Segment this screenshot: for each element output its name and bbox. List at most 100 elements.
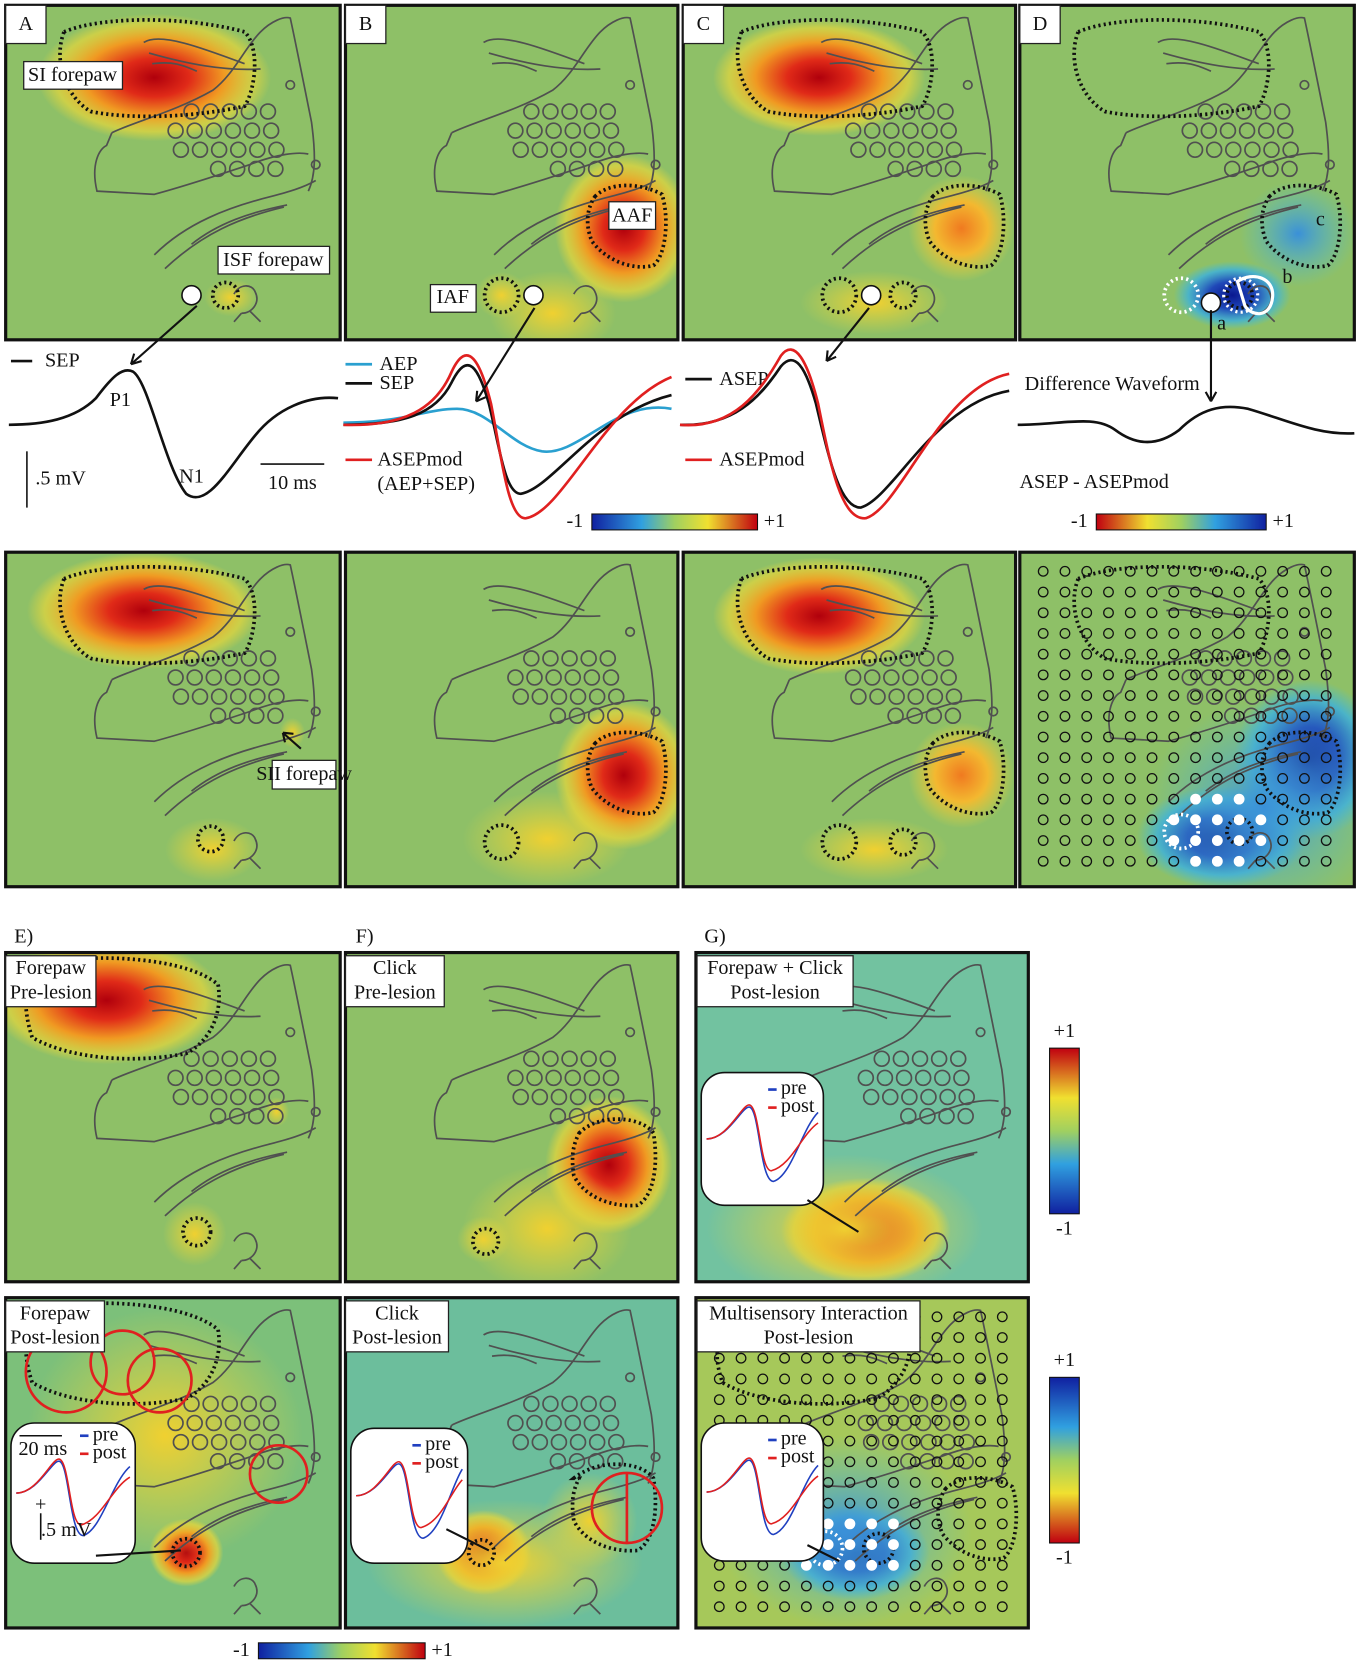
activation-blob — [1240, 181, 1357, 287]
label: ASEP - ASEPmod — [1019, 471, 1168, 493]
label: post — [781, 1446, 815, 1468]
colorbar — [258, 1643, 425, 1659]
electrode — [1191, 856, 1201, 866]
label: Difference Waveform — [1025, 373, 1200, 395]
electrode — [1256, 815, 1266, 825]
electrode — [1213, 794, 1223, 804]
page: {"panel_letters": ["A", "B", "C", "D", "… — [0, 0, 1360, 1663]
electrode — [1234, 794, 1244, 804]
label: A — [19, 13, 34, 35]
map-panel — [6, 552, 341, 887]
electrode — [1169, 815, 1179, 825]
label: SEP — [45, 350, 80, 372]
electrode — [1191, 836, 1201, 846]
label: -1 — [1056, 1547, 1073, 1569]
electrode — [889, 1519, 899, 1529]
label: .5 mV — [41, 1519, 92, 1541]
map-panel — [1020, 552, 1360, 913]
label: 10 ms — [268, 472, 317, 494]
label: Forepaw + Click — [707, 957, 844, 979]
electrode — [823, 1519, 833, 1529]
label: Forepaw — [20, 1302, 91, 1324]
electrode — [823, 1561, 833, 1571]
label: D — [1033, 13, 1048, 35]
electrode — [867, 1519, 877, 1529]
electrode — [1213, 856, 1223, 866]
label: SII forepaw — [256, 763, 352, 785]
electrode — [1191, 815, 1201, 825]
colorbar — [1050, 1048, 1080, 1214]
label: -1 — [1056, 1217, 1073, 1239]
electrode — [1256, 836, 1266, 846]
label: Click — [373, 957, 418, 979]
electrode — [1169, 836, 1179, 846]
electrode — [1234, 836, 1244, 846]
label: ISF forepaw — [223, 249, 324, 271]
label: + — [35, 1493, 46, 1515]
label: AAF — [612, 204, 652, 226]
recording-site — [862, 286, 881, 305]
label: post — [781, 1095, 815, 1117]
recording-site — [182, 286, 201, 305]
label: (AEP+SEP) — [377, 473, 475, 495]
label: Forepaw — [16, 957, 87, 979]
label: ASEPmod — [377, 449, 462, 471]
label: P1 — [110, 389, 131, 411]
activation-blob — [713, 558, 925, 675]
label: SEP — [379, 372, 414, 394]
activation-blob — [800, 818, 949, 882]
electrode — [802, 1561, 812, 1571]
label: .5 mV — [35, 468, 86, 490]
label: a — [1217, 313, 1226, 335]
map-panel — [1020, 5, 1357, 340]
map-area — [683, 552, 1015, 887]
label: +1 — [1272, 510, 1293, 532]
activation-blob — [489, 271, 616, 356]
electrode — [867, 1540, 877, 1550]
activation-blob — [462, 791, 632, 887]
label: Post-lesion — [764, 1327, 854, 1349]
label: E) — [14, 925, 33, 947]
label: Pre-lesion — [354, 982, 436, 1004]
activation-blob — [165, 818, 261, 882]
map-area — [345, 552, 692, 887]
label: +1 — [1054, 1349, 1075, 1371]
label: Click — [375, 1302, 420, 1324]
label: Multisensory Interaction — [709, 1302, 908, 1324]
label: Post-lesion — [730, 982, 820, 1004]
label: post — [425, 1451, 459, 1473]
electrode — [1234, 815, 1244, 825]
electrode — [823, 1540, 833, 1550]
label: +1 — [764, 510, 785, 532]
label: b — [1282, 266, 1292, 288]
map-panel — [345, 5, 692, 355]
label: +1 — [1054, 1020, 1075, 1042]
map-area — [683, 5, 1015, 340]
label: G) — [704, 925, 725, 947]
label: B — [359, 13, 372, 35]
electrode — [1234, 856, 1244, 866]
electrode — [845, 1519, 855, 1529]
colorbar — [1096, 514, 1266, 530]
electrode — [1191, 794, 1201, 804]
map-area — [1020, 552, 1360, 913]
electrode — [889, 1540, 899, 1550]
label: c — [1316, 209, 1325, 231]
colorbar — [592, 514, 758, 530]
map-panel — [345, 552, 692, 887]
electrode — [1213, 815, 1223, 825]
label: 20 ms — [18, 1438, 67, 1460]
label: IAF — [437, 286, 469, 308]
label: N1 — [179, 465, 204, 487]
activation-blob — [163, 1202, 227, 1266]
label: F) — [356, 925, 374, 947]
electrode — [889, 1561, 899, 1571]
colorbar — [1050, 1377, 1080, 1543]
electrode — [1213, 836, 1223, 846]
map-area — [1020, 5, 1357, 340]
waveform — [1018, 407, 1355, 442]
label: +1 — [431, 1639, 452, 1661]
map-panel — [683, 552, 1015, 887]
activation-blob — [713, 19, 925, 136]
label: Post-lesion — [10, 1327, 100, 1349]
